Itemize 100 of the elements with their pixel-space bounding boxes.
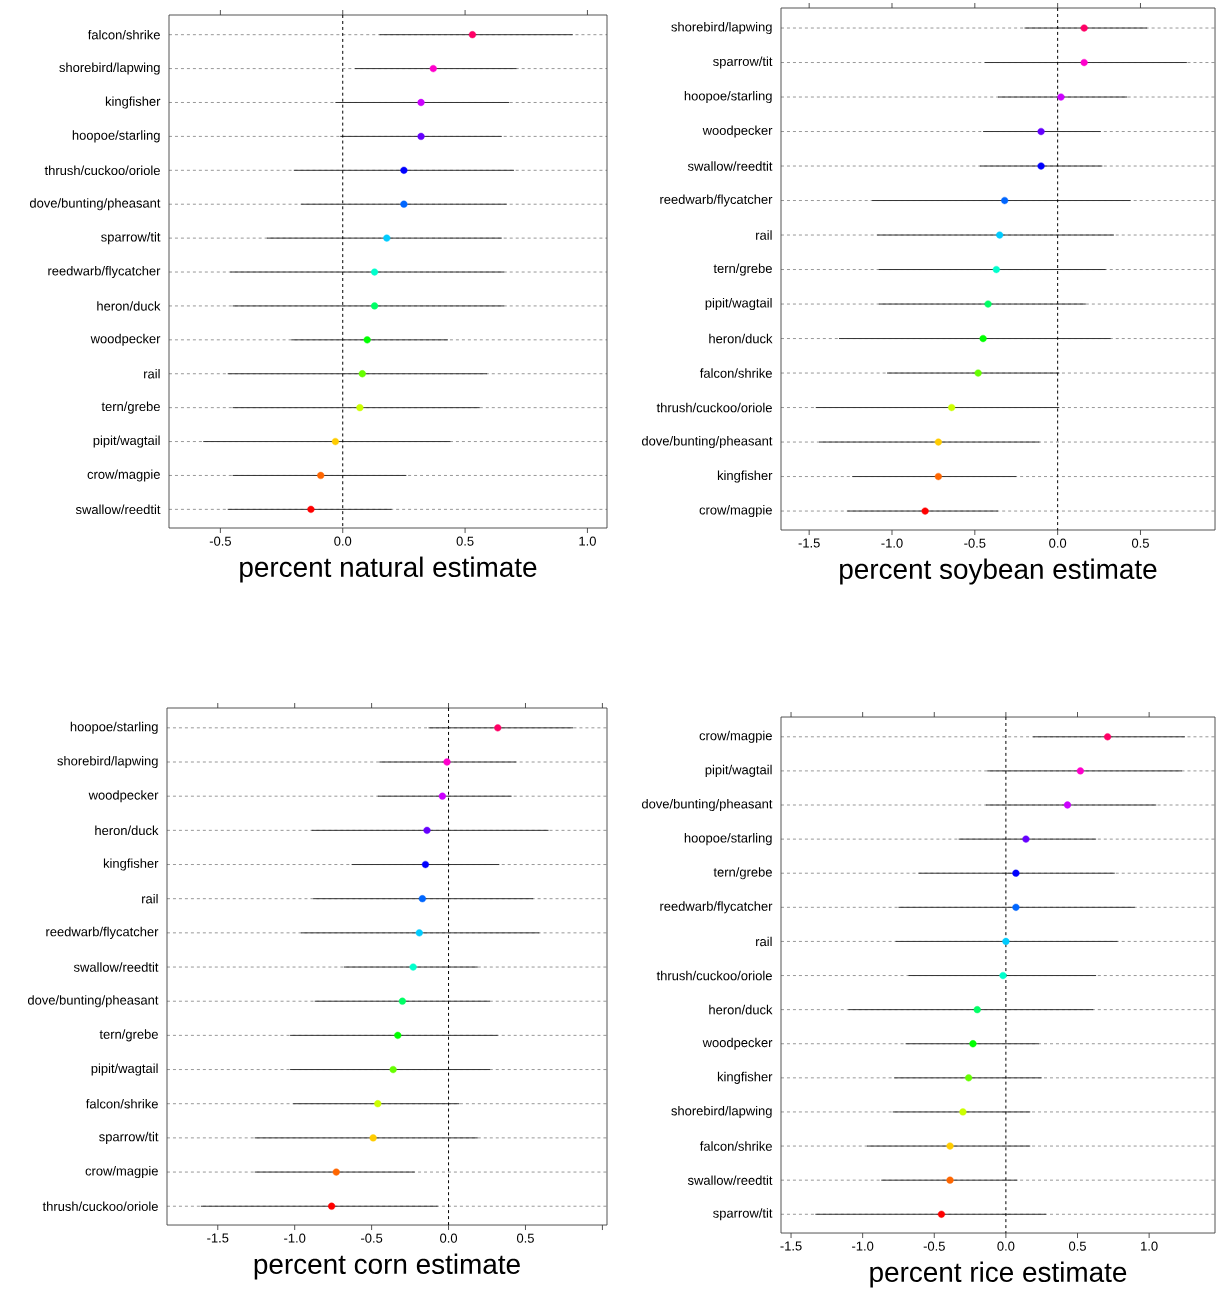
- point: [948, 403, 956, 412]
- y-tick-label: falcon/shrike: [699, 1141, 772, 1151]
- x-tick-label: -1.0: [881, 538, 903, 548]
- y-tick-label: thrush/cuckoo/oriole: [656, 402, 772, 413]
- point: [417, 98, 425, 107]
- y-tick-label: sparrow/tit: [99, 1131, 159, 1144]
- y-tick-label: pipit/wagtail: [93, 435, 160, 448]
- point: [317, 471, 325, 480]
- x-tick-label: 0.0: [334, 536, 352, 546]
- y-tick-label: heron/duck: [709, 333, 773, 344]
- point: [389, 1065, 397, 1074]
- x-axis-title: percent rice estimate: [870, 1261, 1127, 1288]
- x-tick-label: -0.5: [964, 538, 986, 548]
- y-tick-label: pipit/wagtail: [91, 1063, 158, 1076]
- x-tick-label: -0.5: [361, 1233, 383, 1243]
- y-tick-label: thrush/cuckoo/oriole: [656, 970, 772, 981]
- point: [358, 370, 366, 378]
- y-tick-label: reedwarb/flycatcher: [660, 194, 773, 207]
- x-tick-label: -1.5: [780, 1241, 802, 1251]
- point: [421, 860, 430, 869]
- x-tick-label: -1.5: [798, 538, 820, 548]
- point: [1080, 58, 1088, 67]
- y-tick-label: falcon/shrike: [699, 368, 772, 378]
- x-tick-label: -1.5: [207, 1233, 229, 1243]
- y-tick-label: rail: [756, 230, 772, 240]
- x-tick-label: -1.0: [852, 1241, 874, 1251]
- y-tick-label: reedwarb/flycatcher: [48, 265, 161, 279]
- y-tick-label: thrush/cuckoo/oriole: [42, 1201, 158, 1211]
- point: [429, 64, 437, 73]
- y-tick-label: sparrow/tit: [713, 56, 773, 69]
- point: [398, 997, 406, 1005]
- point: [332, 1168, 340, 1176]
- y-tick-label: woodpecker: [702, 125, 773, 138]
- point: [946, 1142, 954, 1150]
- point: [383, 234, 391, 242]
- y-tick-label: woodpecker: [702, 1037, 773, 1050]
- point: [494, 724, 502, 732]
- point: [1037, 127, 1045, 136]
- y-tick-label: heron/duck: [95, 825, 159, 836]
- point: [921, 507, 929, 515]
- point: [400, 200, 408, 208]
- y-tick-label: shorebird/lapwing: [671, 1105, 772, 1118]
- x-tick-label: -1.0: [284, 1233, 306, 1243]
- point: [1080, 24, 1088, 32]
- point: [1063, 801, 1072, 809]
- point: [307, 505, 315, 513]
- point: [370, 302, 379, 310]
- point: [409, 963, 417, 971]
- point: [969, 1040, 977, 1048]
- y-tick-label: hoopoe/starling: [70, 721, 158, 734]
- y-tick-label: dove/bunting/pheasant: [27, 995, 159, 1008]
- y-tick-label: shorebird/lapwing: [59, 62, 160, 75]
- x-tick-label: 0.5: [516, 1233, 534, 1243]
- point: [415, 929, 423, 937]
- point: [356, 404, 364, 412]
- x-tick-label: -0.5: [209, 536, 231, 546]
- y-tick-label: crow/magpie: [85, 1166, 158, 1179]
- point: [965, 1074, 973, 1082]
- y-tick-label: tern/grebe: [713, 867, 772, 880]
- point: [1037, 162, 1045, 170]
- y-tick-label: kingfisher: [717, 1071, 773, 1084]
- point: [1002, 937, 1010, 946]
- point: [369, 1134, 377, 1142]
- y-tick-label: shorebird/lapwing: [57, 755, 158, 769]
- point: [438, 792, 446, 800]
- point: [937, 1210, 946, 1218]
- y-tick-label: tern/grebe: [101, 401, 160, 414]
- y-tick-label: falcon/shrike: [85, 1098, 158, 1109]
- x-tick-label: 0.0: [1049, 538, 1067, 548]
- point: [1022, 835, 1030, 843]
- point: [1104, 733, 1112, 741]
- y-tick-label: rail: [756, 936, 772, 947]
- point: [394, 1031, 402, 1039]
- point: [328, 1202, 336, 1210]
- point: [418, 895, 426, 903]
- y-tick-label: hoopoe/starling: [684, 833, 772, 846]
- point: [974, 369, 982, 377]
- point: [946, 1176, 954, 1184]
- y-tick-label: pipit/wagtail: [705, 297, 772, 311]
- y-tick-label: swallow/reedtit: [687, 161, 773, 171]
- x-tick-label: 0.0: [997, 1241, 1015, 1251]
- x-tick-label: 0.5: [1069, 1241, 1086, 1251]
- point: [992, 265, 1000, 274]
- y-tick-label: dove/bunting/pheasant: [29, 198, 161, 211]
- x-tick-label: 0.5: [456, 536, 474, 546]
- point: [996, 231, 1004, 239]
- point: [443, 758, 451, 766]
- point: [374, 1100, 382, 1108]
- point: [979, 334, 987, 343]
- point: [959, 1108, 967, 1116]
- x-tick-label: 1.0: [1141, 1241, 1158, 1251]
- y-tick-label: sparrow/tit: [713, 1208, 773, 1221]
- y-tick-label: kingfisher: [105, 96, 161, 109]
- point: [1012, 903, 1020, 911]
- y-tick-label: tern/grebe: [99, 1029, 158, 1042]
- point: [934, 438, 942, 446]
- y-tick-label: swallow/reedtit: [75, 504, 161, 515]
- y-tick-label: kingfisher: [717, 470, 773, 483]
- x-tick-label: 1.0: [579, 536, 596, 546]
- y-tick-label: woodpecker: [88, 790, 159, 803]
